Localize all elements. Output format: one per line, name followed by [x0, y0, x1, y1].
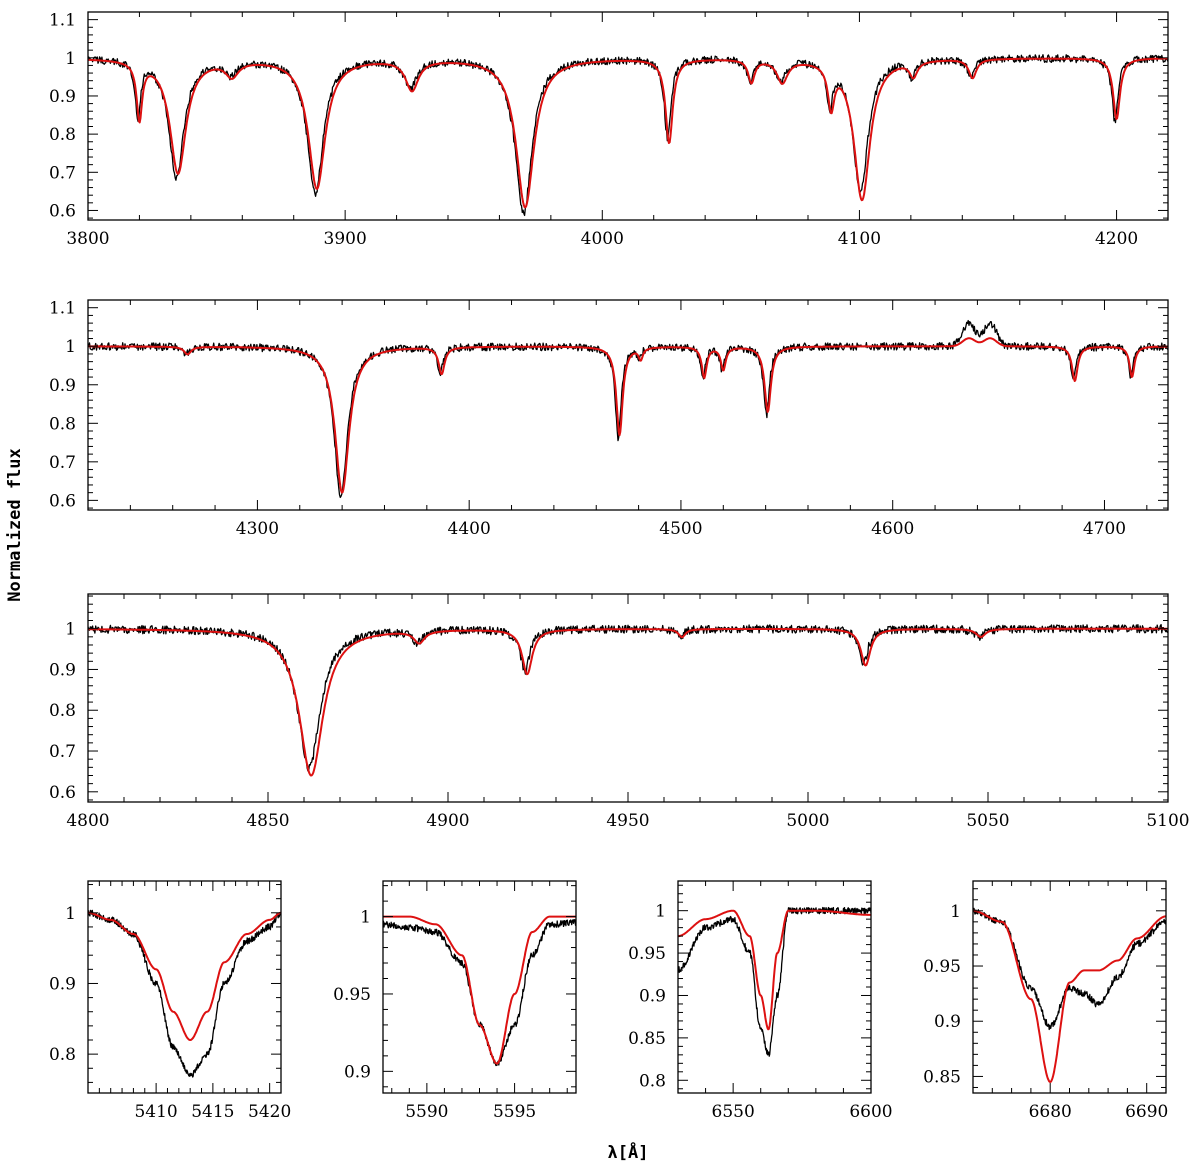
model-spectrum-line — [973, 909, 1166, 1083]
y-tick-label: 0.7 — [49, 742, 76, 762]
x-tick-label: 6600 — [849, 1102, 892, 1122]
y-tick-label: 0.7 — [49, 453, 76, 473]
y-tick-label: 0.8 — [639, 1071, 666, 1091]
observed-spectrum-line — [973, 907, 1166, 1031]
plot-frame — [382, 880, 577, 1094]
y-tick-label: 0.8 — [49, 701, 76, 721]
plot-frame — [87, 880, 282, 1094]
y-tick-label: 0.7 — [49, 163, 76, 183]
x-tick-label: 6680 — [1029, 1102, 1072, 1122]
y-tick-label: 1 — [65, 337, 76, 357]
y-tick-label: 0.9 — [49, 87, 76, 107]
x-tick-label: 5000 — [786, 811, 829, 831]
observed-spectrum-line — [88, 54, 1168, 217]
model-spectrum-line — [678, 909, 871, 1031]
y-tick-label: 0.6 — [49, 201, 76, 221]
series-group — [88, 319, 1168, 499]
y-tick-label: 0.85 — [628, 1029, 666, 1049]
spectrum-panel-7: 6680 6690 0.85 0.9 0.95 1 — [923, 880, 1168, 1122]
series-group — [88, 909, 281, 1078]
y-tick-label: 0.85 — [923, 1067, 961, 1087]
x-tick-label: 4500 — [659, 519, 702, 539]
spectrum-panel-2: 4300 4400 4500 4600 4700 0.6 0.7 0.8 0.9 1 1.1 — [49, 299, 1169, 539]
series-group — [678, 906, 871, 1057]
y-tick-label: 1 — [65, 904, 76, 924]
y-tick-label: 0.95 — [628, 944, 666, 964]
x-tick-label: 4700 — [1083, 519, 1126, 539]
observed-spectrum-line — [88, 319, 1168, 499]
x-tick-label: 5050 — [966, 811, 1009, 831]
x-tick-label: 4800 — [66, 811, 109, 831]
x-tick-label: 5410 — [134, 1102, 177, 1122]
x-tick-label: 6550 — [712, 1102, 755, 1122]
spectrum-panel-4: 5410 5415 5420 0.8 0.9 1 — [49, 880, 291, 1122]
x-axis-title: λ[Å] — [608, 1140, 649, 1163]
y-axis-title: Normalized flux — [5, 448, 25, 602]
y-tick-label: 0.9 — [639, 986, 666, 1006]
x-tick-label: 4200 — [1095, 229, 1138, 249]
x-tick-label: 5590 — [405, 1102, 448, 1122]
x-tick-label: 4900 — [426, 811, 469, 831]
spectrum-panel-3: 4800 4850 4900 4950 5000 5050 5100 0.6 0.7 0.8 0.9… — [49, 593, 1190, 831]
series-group — [383, 915, 576, 1067]
observed-spectrum-line — [88, 623, 1168, 773]
model-spectrum-line — [88, 627, 1168, 777]
x-tick-label: 4950 — [606, 811, 649, 831]
model-spectrum-line — [383, 915, 576, 1065]
chart-panels: 3800 3900 4000 4100 42000.60.70.80.911.14300… — [49, 11, 1190, 1122]
x-tick-label: 3900 — [324, 229, 367, 249]
x-tick-label: 5595 — [493, 1102, 536, 1122]
y-tick-label: 0.8 — [49, 414, 76, 434]
x-tick-label: 4850 — [246, 811, 289, 831]
y-tick-label: 1 — [950, 902, 961, 922]
x-tick-label: 5415 — [191, 1102, 234, 1122]
x-tick-label: 4000 — [581, 229, 624, 249]
y-tick-label: 1 — [65, 620, 76, 640]
y-tick-label: 0.95 — [333, 985, 371, 1005]
model-spectrum-line — [88, 337, 1168, 494]
y-tick-label: 0.8 — [49, 125, 76, 145]
plot-frame — [87, 11, 1169, 221]
y-tick-label: 0.6 — [49, 491, 76, 511]
series-group — [973, 907, 1166, 1083]
x-tick-label: 4600 — [871, 519, 914, 539]
y-tick-label: 0.9 — [49, 660, 76, 680]
observed-spectrum-line — [383, 919, 576, 1067]
x-tick-label: 6690 — [1125, 1102, 1168, 1122]
spectrum-panel-1: 3800 3900 4000 4100 4200 0.6 0.7 0.8 0.9 1 1.1 — [49, 11, 1169, 249]
y-tick-label: 0.6 — [49, 783, 76, 803]
y-tick-label: 0.95 — [923, 957, 961, 977]
y-tick-label: 1 — [360, 908, 371, 928]
series-group — [88, 54, 1168, 217]
y-tick-label: 0.9 — [344, 1062, 371, 1082]
plot-frame — [87, 299, 1169, 511]
y-tick-label: 0.9 — [934, 1012, 961, 1032]
model-spectrum-line — [88, 911, 281, 1041]
y-tick-label: 1 — [65, 49, 76, 69]
observed-spectrum-line — [88, 909, 281, 1078]
spectrum-panel-5: 5590 5595 0.9 0.95 1 — [333, 880, 577, 1122]
x-tick-label: 3800 — [66, 229, 109, 249]
x-tick-label: 4100 — [838, 229, 881, 249]
x-tick-label: 4300 — [236, 519, 279, 539]
x-tick-label: 4400 — [448, 519, 491, 539]
y-tick-label: 1 — [655, 902, 666, 922]
y-tick-label: 0.9 — [49, 376, 76, 396]
y-tick-label: 1.1 — [49, 11, 76, 31]
model-spectrum-line — [88, 57, 1168, 209]
x-tick-label: 5420 — [248, 1102, 291, 1122]
y-tick-label: 0.8 — [49, 1045, 76, 1065]
y-tick-label: 0.9 — [49, 974, 76, 994]
spectrum-panel-6: 6550 6600 0.8 0.85 0.9 0.95 1 — [628, 880, 893, 1122]
x-tick-label: 5100 — [1146, 811, 1189, 831]
y-tick-label: 1.1 — [49, 299, 76, 319]
series-group — [88, 623, 1168, 777]
